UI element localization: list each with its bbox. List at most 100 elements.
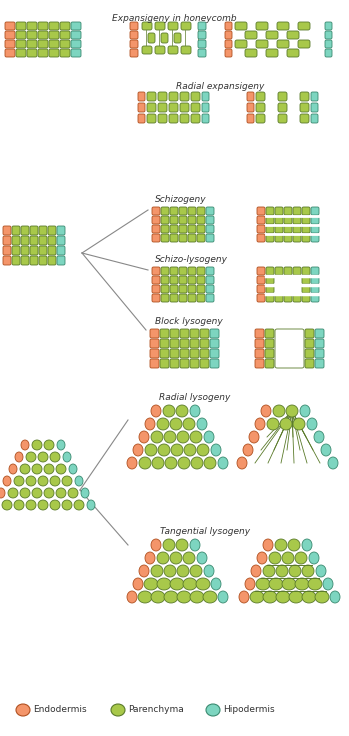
Ellipse shape xyxy=(158,444,170,456)
Text: Tangential lysogeny: Tangential lysogeny xyxy=(160,527,250,536)
FancyBboxPatch shape xyxy=(202,114,209,123)
Ellipse shape xyxy=(197,418,207,430)
Ellipse shape xyxy=(63,452,71,462)
FancyBboxPatch shape xyxy=(170,349,179,358)
FancyBboxPatch shape xyxy=(225,40,232,48)
Ellipse shape xyxy=(328,457,338,469)
Ellipse shape xyxy=(16,704,30,716)
FancyBboxPatch shape xyxy=(190,329,199,338)
FancyBboxPatch shape xyxy=(277,40,289,48)
FancyBboxPatch shape xyxy=(287,31,299,39)
Ellipse shape xyxy=(57,440,65,450)
Ellipse shape xyxy=(111,704,125,716)
FancyBboxPatch shape xyxy=(225,22,232,30)
Ellipse shape xyxy=(127,591,137,603)
FancyBboxPatch shape xyxy=(5,22,15,30)
Ellipse shape xyxy=(145,444,157,456)
FancyBboxPatch shape xyxy=(257,225,265,233)
FancyBboxPatch shape xyxy=(179,216,187,224)
Ellipse shape xyxy=(300,405,310,417)
FancyBboxPatch shape xyxy=(180,103,189,112)
FancyBboxPatch shape xyxy=(247,103,254,112)
FancyBboxPatch shape xyxy=(39,236,47,245)
Ellipse shape xyxy=(177,431,189,443)
FancyBboxPatch shape xyxy=(305,359,314,368)
FancyBboxPatch shape xyxy=(200,329,209,338)
FancyBboxPatch shape xyxy=(188,225,196,233)
FancyBboxPatch shape xyxy=(49,40,59,48)
FancyBboxPatch shape xyxy=(158,92,167,101)
Ellipse shape xyxy=(139,457,151,469)
FancyBboxPatch shape xyxy=(315,339,324,348)
Ellipse shape xyxy=(183,418,195,430)
FancyBboxPatch shape xyxy=(197,294,205,302)
FancyBboxPatch shape xyxy=(5,49,15,57)
FancyBboxPatch shape xyxy=(147,114,156,123)
Ellipse shape xyxy=(316,565,326,577)
Ellipse shape xyxy=(196,578,210,590)
FancyBboxPatch shape xyxy=(265,359,274,368)
FancyBboxPatch shape xyxy=(198,49,206,57)
Ellipse shape xyxy=(163,539,175,551)
FancyBboxPatch shape xyxy=(48,246,56,255)
FancyBboxPatch shape xyxy=(311,92,318,101)
FancyBboxPatch shape xyxy=(300,92,309,101)
Ellipse shape xyxy=(62,476,72,486)
Ellipse shape xyxy=(276,591,290,603)
FancyBboxPatch shape xyxy=(57,236,65,245)
FancyBboxPatch shape xyxy=(150,339,159,348)
FancyBboxPatch shape xyxy=(38,40,48,48)
Ellipse shape xyxy=(15,452,23,462)
FancyBboxPatch shape xyxy=(170,216,178,224)
FancyBboxPatch shape xyxy=(38,49,48,57)
FancyBboxPatch shape xyxy=(179,225,187,233)
FancyBboxPatch shape xyxy=(206,267,214,275)
FancyBboxPatch shape xyxy=(152,294,160,302)
FancyBboxPatch shape xyxy=(225,49,232,57)
FancyBboxPatch shape xyxy=(16,31,26,39)
FancyBboxPatch shape xyxy=(305,329,314,338)
FancyBboxPatch shape xyxy=(5,31,15,39)
Ellipse shape xyxy=(308,578,322,590)
FancyBboxPatch shape xyxy=(298,40,310,48)
FancyBboxPatch shape xyxy=(325,49,332,57)
FancyBboxPatch shape xyxy=(247,92,254,101)
FancyBboxPatch shape xyxy=(287,49,299,57)
FancyBboxPatch shape xyxy=(235,22,247,30)
Ellipse shape xyxy=(177,565,189,577)
FancyBboxPatch shape xyxy=(284,207,292,215)
Ellipse shape xyxy=(204,431,214,443)
FancyBboxPatch shape xyxy=(198,40,206,48)
FancyBboxPatch shape xyxy=(188,285,196,293)
FancyBboxPatch shape xyxy=(302,285,310,293)
FancyBboxPatch shape xyxy=(235,40,247,48)
FancyBboxPatch shape xyxy=(206,276,214,284)
Ellipse shape xyxy=(176,539,188,551)
FancyBboxPatch shape xyxy=(278,103,287,112)
FancyBboxPatch shape xyxy=(161,276,169,284)
FancyBboxPatch shape xyxy=(30,246,38,255)
Ellipse shape xyxy=(151,431,163,443)
Ellipse shape xyxy=(203,591,217,603)
FancyBboxPatch shape xyxy=(27,22,37,30)
Ellipse shape xyxy=(14,500,24,510)
Ellipse shape xyxy=(218,591,228,603)
FancyBboxPatch shape xyxy=(266,285,274,293)
FancyBboxPatch shape xyxy=(247,114,254,123)
FancyBboxPatch shape xyxy=(311,103,318,112)
FancyBboxPatch shape xyxy=(30,236,38,245)
FancyBboxPatch shape xyxy=(256,92,265,101)
FancyBboxPatch shape xyxy=(168,22,178,30)
FancyBboxPatch shape xyxy=(170,276,178,284)
Text: Endodermis: Endodermis xyxy=(33,706,87,715)
Ellipse shape xyxy=(32,488,42,498)
Ellipse shape xyxy=(302,591,316,603)
FancyBboxPatch shape xyxy=(188,234,196,242)
FancyBboxPatch shape xyxy=(3,256,11,265)
FancyBboxPatch shape xyxy=(293,234,301,242)
FancyBboxPatch shape xyxy=(170,234,178,242)
FancyBboxPatch shape xyxy=(60,31,70,39)
FancyBboxPatch shape xyxy=(225,31,232,39)
FancyBboxPatch shape xyxy=(325,31,332,39)
FancyBboxPatch shape xyxy=(257,267,265,275)
